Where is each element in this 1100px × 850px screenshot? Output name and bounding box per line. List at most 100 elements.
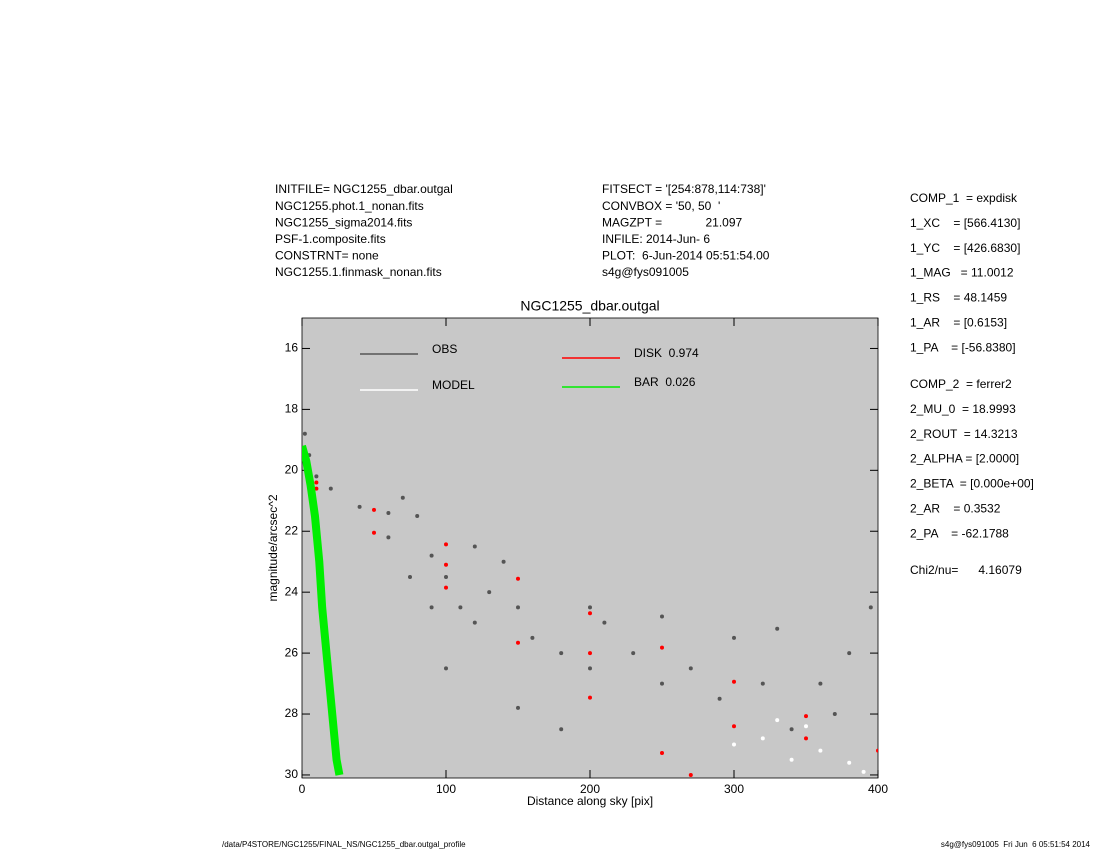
data-point: [458, 605, 463, 610]
data-point: [789, 727, 794, 732]
data-point: [357, 504, 362, 509]
run-line: s4g@fys091005: [602, 265, 689, 279]
footer-path: /data/P4STORE/NGC1255/FINAL_NS/NGC1255_d…: [222, 840, 466, 849]
x-axis-label: Distance along sky [pix]: [527, 794, 653, 808]
data-point: [732, 635, 736, 640]
setup-line: NGC1255_sigma2014.fits: [275, 215, 412, 229]
setup-line: NGC1255.phot.1_nonan.fits: [275, 199, 424, 213]
data-point: [487, 590, 492, 595]
setup-line: NGC1255.1.finmask_nonan.fits: [275, 265, 442, 279]
data-point: [688, 772, 693, 777]
run-line: MAGZPT = 21.097: [602, 215, 742, 229]
component-param: COMP_2 = ferrer2: [910, 377, 1012, 391]
data-point: [444, 666, 448, 671]
data-point: [472, 544, 477, 549]
legend-label: OBS: [432, 342, 457, 356]
data-point: [732, 679, 736, 684]
y-tick-label: 24: [285, 584, 299, 598]
data-point: [314, 474, 319, 479]
data-point: [400, 495, 405, 500]
footer-stamp: s4g@fys091005 Fri Jun 6 05:51:54 2014: [941, 840, 1091, 849]
x-tick-label: 0: [299, 782, 306, 796]
data-point: [408, 574, 412, 579]
series-line: [302, 444, 344, 776]
chi2: Chi2/nu= 4.16079: [910, 563, 1022, 577]
data-point: [314, 480, 319, 485]
x-tick-label: 400: [868, 782, 888, 796]
data-point: [868, 605, 873, 610]
data-point: [660, 681, 664, 686]
data-point: [847, 760, 852, 765]
data-point: [847, 651, 852, 656]
data-point: [775, 718, 780, 723]
data-point: [386, 510, 391, 515]
data-point: [861, 769, 866, 774]
y-tick-label: 16: [285, 341, 299, 355]
data-point: [516, 576, 520, 581]
data-point: [688, 666, 693, 671]
data-point: [444, 542, 448, 547]
y-axis-label: magnitude/arcsec^2: [266, 494, 280, 601]
run-line: PLOT: 6-Jun-2014 05:51:54.00: [602, 249, 770, 263]
data-point: [328, 486, 333, 491]
data-point: [588, 666, 592, 671]
data-point: [660, 751, 664, 756]
data-point: [804, 736, 808, 741]
data-point: [444, 574, 448, 579]
data-point: [472, 620, 477, 625]
data-point: [804, 724, 808, 729]
data-point: [732, 724, 736, 729]
data-point: [760, 681, 765, 686]
data-point: [832, 712, 837, 717]
plot-area: [301, 317, 879, 779]
component-param: 2_BETA = [0.000e+00]: [910, 477, 1034, 491]
data-point: [429, 605, 434, 610]
setup-line: PSF-1.composite.fits: [275, 232, 386, 246]
data-point: [588, 605, 592, 610]
data-point: [818, 748, 823, 753]
component-param: 2_PA = -62.1788: [910, 526, 1009, 540]
y-tick-label: 28: [285, 706, 299, 720]
x-tick-label: 300: [724, 782, 744, 796]
data-point: [760, 736, 765, 741]
data-point: [559, 651, 564, 656]
data-point: [789, 757, 794, 762]
data-point: [559, 727, 564, 732]
component-param: 1_XC = [566.4130]: [910, 216, 1020, 230]
data-point: [588, 651, 592, 656]
data-point: [444, 585, 448, 590]
component-param: 2_AR = 0.3532: [910, 501, 1001, 515]
plot-marks: [302, 431, 878, 777]
legend-label: BAR 0.026: [634, 375, 696, 389]
data-point: [302, 431, 307, 436]
data-point: [588, 695, 592, 700]
data-point: [314, 486, 319, 491]
data-point: [530, 635, 535, 640]
y-tick-label: 22: [285, 523, 299, 537]
data-point: [429, 553, 434, 558]
data-point: [501, 559, 506, 564]
data-point: [818, 681, 823, 686]
y-tick-label: 26: [285, 645, 299, 659]
component-param: 1_AR = [0.6153]: [910, 315, 1007, 329]
component-param: 2_ALPHA = [2.0000]: [910, 452, 1019, 466]
y-tick-label: 18: [285, 402, 299, 416]
data-point: [631, 651, 636, 656]
data-point: [588, 611, 592, 616]
component-param: COMP_1 = expdisk: [910, 191, 1018, 205]
data-point: [415, 514, 420, 519]
data-point: [717, 696, 722, 701]
run-line: INFILE: 2014-Jun- 6: [602, 232, 710, 246]
x-tick-label: 100: [436, 782, 456, 796]
component-param: 2_MU_0 = 18.9993: [910, 402, 1016, 416]
y-tick-label: 30: [285, 767, 299, 781]
data-point: [444, 562, 448, 567]
component-param: 2_ROUT = 14.3213: [910, 427, 1018, 441]
run-line: FITSECT = '[254:878,114:738]': [602, 182, 766, 196]
data-point: [876, 748, 878, 753]
data-point: [516, 640, 520, 645]
setup-line: CONSTRNT= none: [275, 249, 379, 263]
data-point: [732, 742, 736, 747]
legend-label: DISK 0.974: [634, 346, 699, 360]
